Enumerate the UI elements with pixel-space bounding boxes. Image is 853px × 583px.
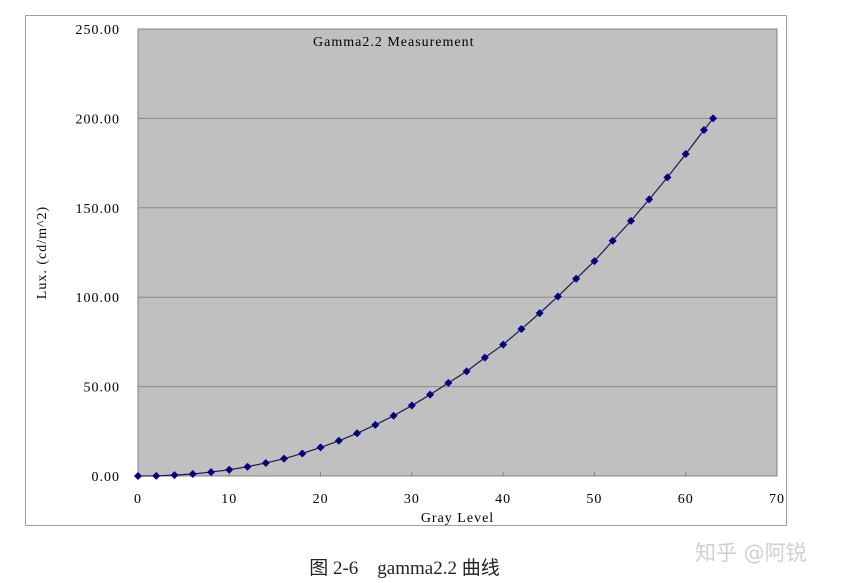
watermark: 知乎 @阿锐 [695,541,807,565]
data-point-marker [626,216,635,225]
data-point-marker [663,173,672,182]
data-point-marker [444,378,453,387]
chart-frame: 0.00 50.00 100.00 150.00 200.00 250.00 0 10 20 30… [25,15,787,526]
data-point-marker [426,390,435,399]
x-tick-label: 0 [134,492,142,507]
figure-caption: 图 2-6 gamma2.2 曲线 [309,558,500,579]
chart-title: Gamma2.2 Measurement [313,35,475,50]
data-point-marker [152,471,161,480]
data-point-marker [188,470,197,479]
data-point-marker [499,340,508,349]
data-point-marker [407,401,416,410]
data-point-marker [334,436,343,445]
data-point-marker [572,274,581,283]
x-tick-label: 20 [313,492,329,507]
y-tick-label: 100.00 [76,291,121,306]
y-axis-title: Lux. (cd/m^2) [35,206,50,299]
x-axis-title: Gray Level [421,511,494,526]
y-tick-label: 200.00 [76,112,121,127]
data-point-marker [535,309,544,318]
data-point-marker [681,149,690,158]
data-point-marker [207,468,216,477]
data-point-marker [480,353,489,362]
data-point-marker [280,454,289,463]
data-point-marker [590,257,599,266]
x-tick-label: 10 [221,492,237,507]
x-tick-label: 30 [404,492,420,507]
data-point-marker [225,465,234,474]
x-tick-label: 40 [495,492,511,507]
data-point-marker [608,236,617,245]
gamma-chart: 0.00 50.00 100.00 150.00 200.00 250.00 0 10 20 30… [35,23,785,526]
y-tick-label: 0.00 [92,470,121,485]
data-point-marker [699,126,708,135]
data-point-marker [371,420,380,429]
y-tick-label: 50.00 [84,381,121,396]
data-point-marker [517,325,526,334]
plot-area [137,28,778,477]
data-point-marker [553,292,562,301]
data-point-marker [261,458,270,467]
data-point-marker [353,429,362,438]
data-point-marker [170,471,179,480]
data-point-marker [298,449,307,458]
data-point-marker [389,411,398,420]
data-point-marker [134,472,142,480]
x-tick-label: 70 [769,492,785,507]
data-point-marker [645,195,654,204]
data-point-marker [316,443,325,452]
data-point-marker [709,114,718,123]
y-tick-label: 250.00 [76,23,121,38]
data-point-marker [462,367,471,376]
data-point-marker [243,462,252,471]
x-tick-label: 60 [678,492,694,507]
x-tick-label: 50 [586,492,602,507]
y-tick-label: 150.00 [76,202,121,217]
